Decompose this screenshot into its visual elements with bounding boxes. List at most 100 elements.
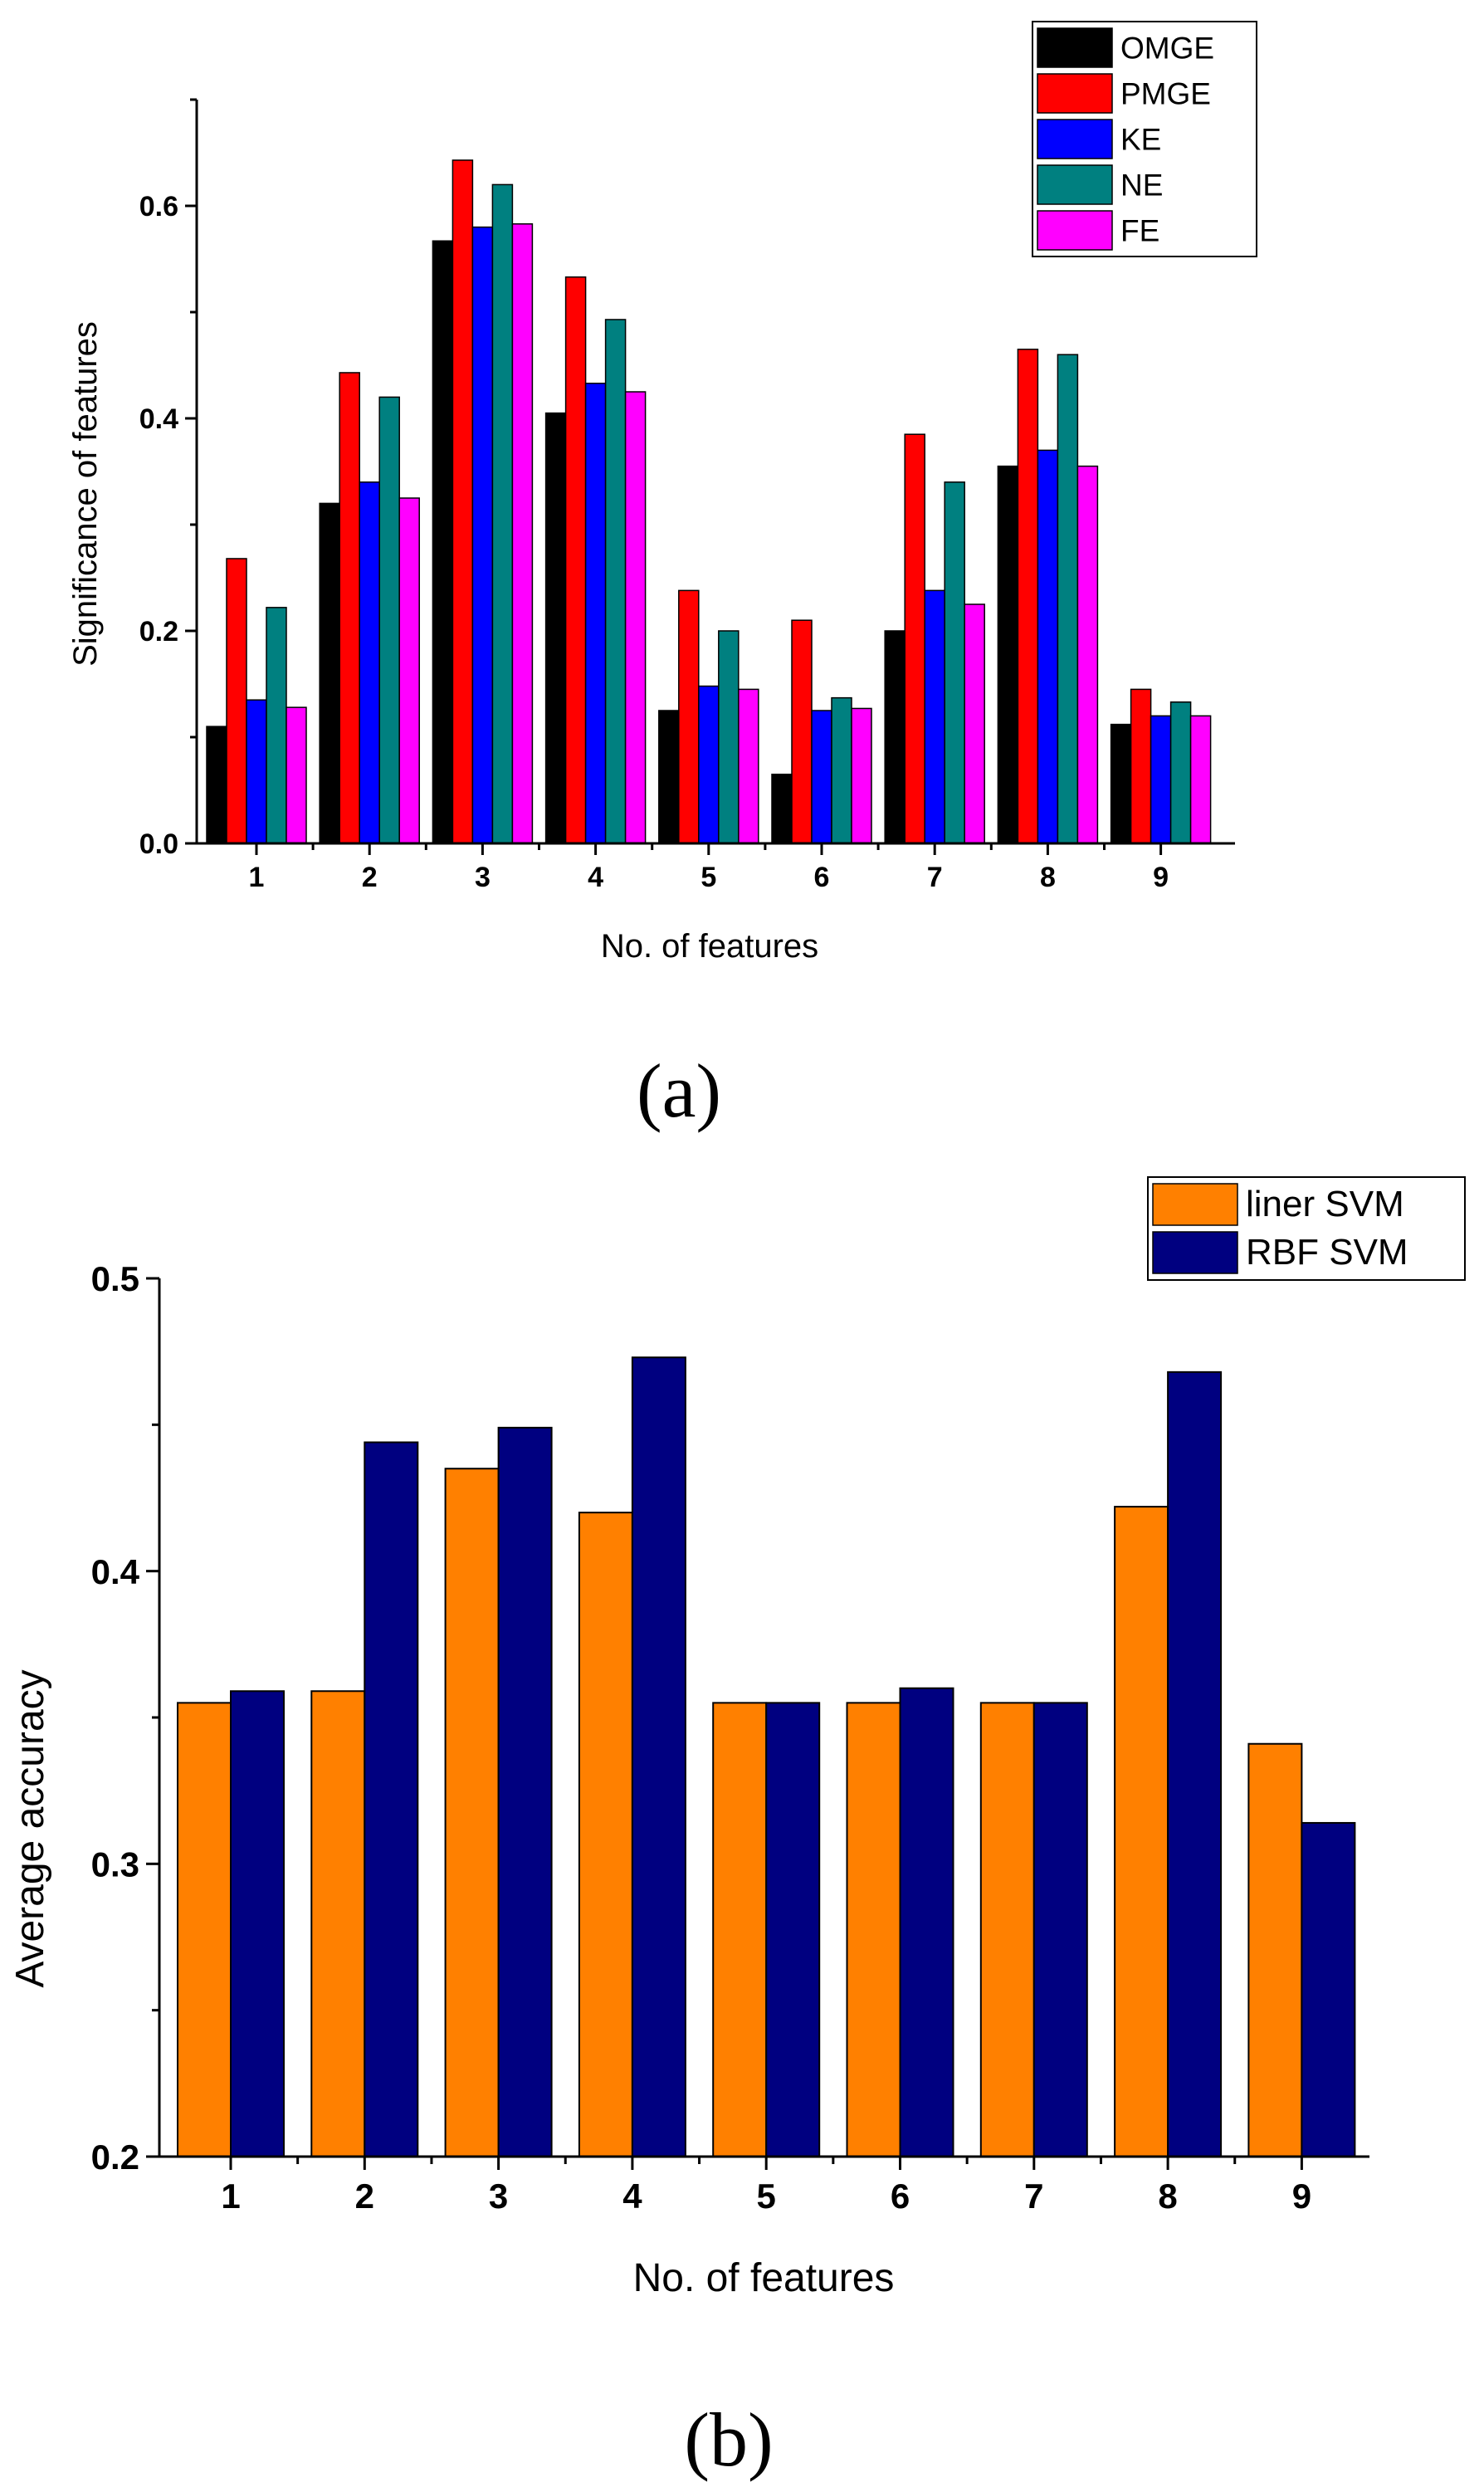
a-legend-swatch-fe <box>1037 210 1113 251</box>
a-bar-fe-9 <box>1189 715 1212 844</box>
a-ytick-label: 0.0 <box>139 828 178 860</box>
chart-b-ticks: 0.2 0.3 0.4 0.5 1 2 3 4 5 6 7 8 9 <box>91 1259 1311 2216</box>
a-bar-ne-4 <box>604 319 627 844</box>
a-legend-label: FE <box>1120 214 1159 248</box>
chart-b-legend: liner SVM RBF SVM <box>1147 1176 1466 1281</box>
b-ytick-label: 0.2 <box>91 2138 139 2177</box>
a-bar-ke-1 <box>246 699 267 844</box>
chart-a-panel-label: (a) <box>637 1048 721 1133</box>
b-bar-rbf-svm-1 <box>230 1690 285 2157</box>
a-bar-fe-5 <box>738 688 759 844</box>
chart-b: 0.2 0.3 0.4 0.5 1 2 3 4 5 6 7 8 9 No. of features Av… <box>8 1176 1466 2482</box>
b-xtick-label: 9 <box>1292 2177 1311 2216</box>
a-bar-ne-9 <box>1169 701 1192 844</box>
a-bar-omge-2 <box>319 502 340 844</box>
a-bar-ke-4 <box>584 383 607 844</box>
b-bar-rbf-svm-9 <box>1301 1821 1356 2157</box>
chart-a-bars <box>206 159 1212 844</box>
a-xtick-label: 8 <box>1040 862 1056 893</box>
a-bar-omge-3 <box>432 240 454 844</box>
b-bar-rbf-svm-8 <box>1167 1370 1223 2158</box>
b-bar-liner-svm-5 <box>712 1702 768 2158</box>
a-ytick-label: 0.4 <box>139 403 178 435</box>
a-legend-label: OMGE <box>1120 32 1214 66</box>
b-bar-rbf-svm-2 <box>364 1441 419 2157</box>
chart-a-legend: OMGE PMGE KE NE FE <box>1032 21 1257 257</box>
a-bar-pmge-4 <box>564 276 587 844</box>
a-legend-label: KE <box>1120 123 1161 157</box>
a-legend-label: PMGE <box>1120 77 1211 111</box>
a-bar-omge-7 <box>884 630 906 844</box>
chart-a: 0.0 0.2 0.4 0.6 1 2 3 4 5 6 7 8 9 No. of features Si… <box>67 21 1257 1133</box>
a-bar-pmge-6 <box>791 619 813 844</box>
b-xtick-label: 3 <box>489 2177 508 2216</box>
chart-a-axes <box>185 98 1235 855</box>
chart-b-ylabel: Average accuracy <box>8 1669 52 1987</box>
b-legend-label: RBF SVM <box>1246 1232 1408 1273</box>
a-bar-omge-4 <box>544 412 567 844</box>
a-bar-ne-7 <box>944 481 965 844</box>
a-bar-pmge-7 <box>904 433 925 844</box>
a-legend-label: NE <box>1120 169 1163 203</box>
a-bar-ne-3 <box>491 183 514 844</box>
a-xtick-label: 1 <box>249 862 265 893</box>
b-bar-rbf-svm-4 <box>631 1356 686 2157</box>
a-bar-fe-1 <box>286 706 307 844</box>
a-bar-ne-1 <box>266 607 287 844</box>
a-xtick-label: 3 <box>475 862 491 893</box>
a-bar-ke-6 <box>811 710 832 844</box>
a-bar-ne-2 <box>378 396 400 844</box>
a-bar-pmge-2 <box>339 372 360 844</box>
chart-b-xlabel: No. of features <box>633 2256 895 2300</box>
a-ytick-label: 0.6 <box>139 191 178 222</box>
a-bar-ne-6 <box>831 696 852 844</box>
a-bar-ke-7 <box>924 589 945 844</box>
a-bar-ke-8 <box>1037 449 1059 844</box>
b-xtick-label: 7 <box>1024 2177 1043 2216</box>
b-xtick-label: 8 <box>1158 2177 1177 2216</box>
b-bar-rbf-svm-7 <box>1032 1702 1088 2158</box>
a-bar-omge-5 <box>658 710 680 844</box>
a-bar-fe-6 <box>851 707 872 844</box>
b-bar-liner-svm-1 <box>177 1702 232 2158</box>
a-bar-omge-9 <box>1110 723 1132 844</box>
a-bar-omge-1 <box>206 726 227 844</box>
b-bar-liner-svm-8 <box>1114 1506 1169 2157</box>
a-bar-ke-9 <box>1150 715 1172 844</box>
a-bar-omge-6 <box>771 774 793 844</box>
chart-a-xlabel: No. of features <box>601 928 818 965</box>
b-xtick-label: 2 <box>355 2177 374 2216</box>
chart-b-axes <box>146 1277 1369 2170</box>
a-bar-fe-8 <box>1076 465 1099 844</box>
a-bar-ne-8 <box>1057 354 1079 844</box>
chart-b-bars <box>177 1356 1356 2158</box>
a-xtick-label: 6 <box>814 862 830 893</box>
a-xtick-label: 4 <box>588 862 603 893</box>
a-legend-swatch-ne <box>1037 164 1113 205</box>
b-xtick-label: 5 <box>757 2177 776 2216</box>
b-bar-liner-svm-7 <box>979 1702 1035 2158</box>
a-bar-fe-7 <box>964 603 985 844</box>
b-xtick-label: 6 <box>891 2177 910 2216</box>
b-bar-liner-svm-2 <box>310 1690 366 2157</box>
a-xtick-label: 7 <box>927 862 943 893</box>
chart-b-panel-label: (b) <box>684 2397 773 2482</box>
chart-a-ylabel: Significance of features <box>67 321 104 667</box>
b-bar-rbf-svm-5 <box>765 1702 821 2158</box>
a-xtick-label: 9 <box>1153 862 1169 893</box>
a-bar-fe-3 <box>511 223 534 844</box>
a-legend-swatch-omge <box>1037 27 1113 68</box>
a-bar-pmge-8 <box>1017 349 1039 844</box>
a-bar-pmge-1 <box>226 558 247 844</box>
a-ytick-label: 0.2 <box>139 616 178 647</box>
a-bar-ke-2 <box>359 481 380 844</box>
b-bar-liner-svm-6 <box>846 1702 901 2158</box>
b-ytick-label: 0.3 <box>91 1844 139 1883</box>
a-bar-pmge-3 <box>452 159 474 844</box>
a-xtick-label: 5 <box>701 862 716 893</box>
b-xtick-label: 4 <box>622 2177 642 2216</box>
b-bar-rbf-svm-3 <box>497 1426 553 2157</box>
a-legend-swatch-ke <box>1037 119 1113 159</box>
b-ytick-label: 0.5 <box>91 1259 139 1298</box>
